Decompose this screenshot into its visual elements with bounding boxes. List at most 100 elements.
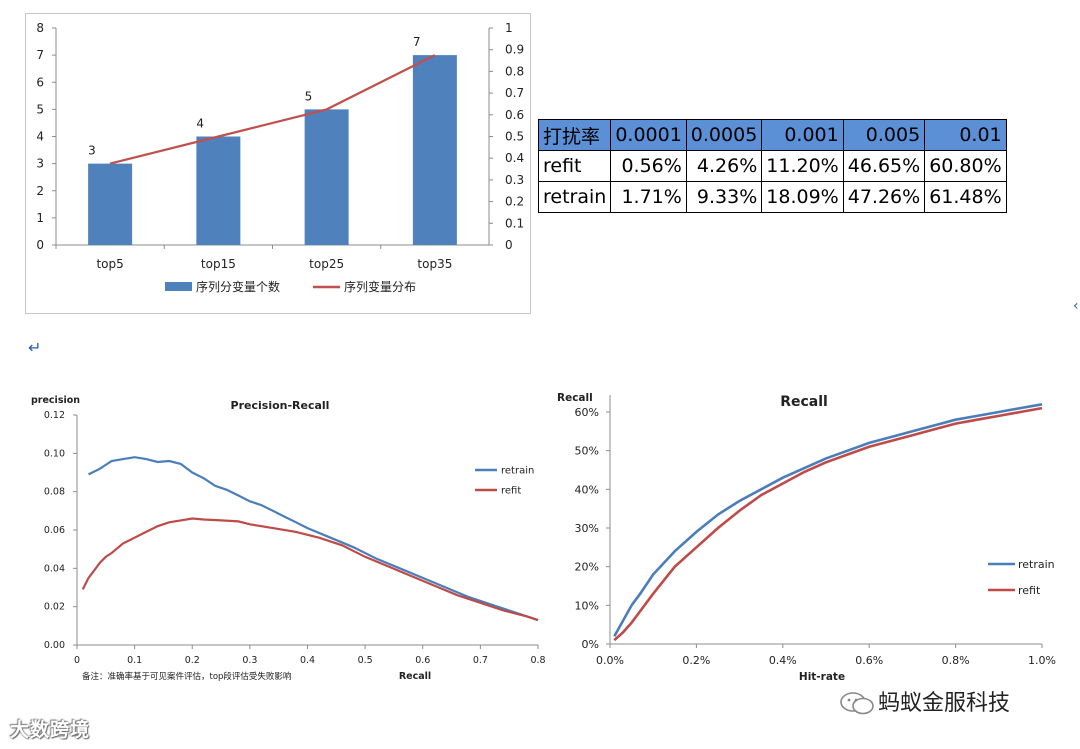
left-y-tick-label: 4 (36, 130, 44, 144)
x-tick-label: 0.6 (415, 655, 430, 666)
table-row-label: refit (537, 150, 612, 182)
table-row: refit 0.56% 4.26% 11.20% 46.65% 60.80% (537, 150, 1007, 182)
y-tick-label: 20% (575, 561, 599, 574)
series-line-distribution (109, 54, 436, 165)
right-y-tick-label: 0.7 (505, 86, 524, 100)
y-tick-label: 50% (575, 445, 599, 458)
legend-label-retrain: retrain (501, 466, 534, 477)
x-axis-title: Recall (399, 671, 431, 682)
x-tick-label: 1.0% (1028, 654, 1056, 667)
watermark-left: 大数跨境 (10, 719, 91, 741)
y-tick-label: 0.08 (44, 487, 65, 498)
y-axis-title: precision (31, 395, 80, 406)
y-tick-label: 0.00 (44, 640, 65, 651)
combo-chart: 0 1 2 3 4 5 6 7 8 0 0.1 0.2 0.3 0.4 0.5 0.6 0.7 0.8 0.9 1 3 t… (36, 21, 524, 294)
right-y-tick-label: 0.3 (505, 173, 524, 187)
x-tick-label: 0 (74, 655, 80, 666)
right-y-tick-label: 0.5 (505, 130, 524, 144)
x-tick-label: 0.5 (358, 655, 373, 666)
table-header-cell: 0.0005 (685, 119, 763, 151)
x-tick-label: 0.4% (769, 654, 797, 667)
table-row-label: retrain (537, 181, 612, 213)
series-line-refit (613, 406, 1043, 642)
edge-symbol: ‹ (1073, 298, 1079, 314)
bar (412, 55, 457, 245)
left-y-tick-label: 6 (36, 75, 44, 89)
y-tick-label: 60% (575, 406, 599, 419)
series-line-retrain (88, 456, 539, 622)
right-y-tick-label: 0 (505, 238, 513, 252)
x-tick-label: 0.3 (242, 655, 257, 666)
x-tick-label: top15 (201, 257, 236, 271)
bar (304, 109, 349, 245)
x-tick-label: 0.6% (855, 654, 883, 667)
table-header-cell: 0.01 (924, 119, 1007, 151)
legend-label-refit: refit (1018, 584, 1041, 597)
chart-title: Precision-Recall (231, 399, 330, 412)
table-header-cell: 0.001 (761, 119, 844, 151)
table-cell: 18.09% (761, 181, 844, 213)
x-tick-label: top5 (96, 257, 123, 271)
y-tick-label: 0.02 (44, 602, 65, 613)
y-tick-label: 30% (575, 522, 599, 535)
x-tick-label: 0.0% (596, 654, 624, 667)
left-y-tick-label: 3 (36, 157, 44, 171)
right-y-tick-label: 0.2 (505, 195, 524, 209)
x-tick-label: top25 (309, 257, 344, 271)
right-y-tick-label: 0.6 (505, 108, 524, 122)
x-tick-label: top35 (417, 257, 452, 271)
y-tick-label: 40% (575, 483, 599, 496)
bar-data-label: 7 (413, 35, 421, 49)
x-tick-label: 0.7 (473, 655, 488, 666)
return-symbol: ↵ (28, 338, 42, 357)
table-cell: 4.26% (685, 150, 763, 182)
y-tick-label: 0.10 (44, 448, 65, 459)
table-cell: 9.33% (685, 181, 763, 213)
x-tick-label: 0.2% (682, 654, 710, 667)
watermark-right: 蚂蚁金服科技 (838, 685, 1010, 717)
bar-data-label: 5 (305, 89, 313, 103)
bar-data-label: 3 (88, 144, 96, 158)
table-cell: 0.56% (610, 150, 687, 182)
table-cell: 61.48% (924, 181, 1007, 213)
legend-label-refit: refit (501, 486, 521, 497)
left-y-tick-label: 8 (36, 21, 44, 35)
left-y-tick-label: 2 (36, 184, 44, 198)
x-tick-label: 0.8 (530, 655, 545, 666)
x-axis-title: Hit-rate (799, 671, 845, 683)
table-cell: 46.65% (842, 150, 926, 182)
legend-label-bar: 序列分变量个数 (196, 279, 280, 294)
series-line-refit (81, 517, 539, 622)
x-tick-label: 0.4 (300, 655, 315, 666)
chart-note: 备注：准确率基于可见案件评估，top段评估受失败影响 (82, 671, 291, 682)
table-row: retrain 1.71% 9.33% 18.09% 47.26% 61.48% (537, 181, 1007, 213)
watermark-right-text: 蚂蚁金服科技 (878, 691, 1011, 716)
x-tick-label: 0.2 (185, 655, 200, 666)
table-cell: 60.80% (924, 150, 1007, 182)
table-cell: 47.26% (842, 181, 926, 213)
right-y-tick-label: 0.1 (505, 216, 524, 230)
recall-chart: 0% 10% 20% 30% 40% 50% 60% 0.0% 0.2% 0.4% 0.6% 0.8%… (557, 392, 1056, 683)
y-tick-label: 10% (575, 599, 599, 612)
left-y-tick-label: 0 (36, 238, 44, 252)
bar (196, 136, 241, 245)
table-header-cell: 0.005 (842, 119, 926, 151)
x-tick-label: 0.8% (942, 654, 970, 667)
right-y-tick-label: 0.4 (505, 151, 524, 165)
table-cell: 11.20% (761, 150, 844, 182)
table-header-cell: 0.0001 (610, 119, 687, 151)
legend-swatch-bar (165, 282, 192, 291)
y-tick-label: 0.12 (44, 410, 65, 421)
x-tick-label: 0.1 (127, 655, 142, 666)
y-tick-label: 0.04 (44, 563, 65, 574)
table-cell: 1.71% (610, 181, 687, 213)
y-axis-title: Recall (557, 392, 593, 404)
right-y-tick-label: 1 (505, 21, 513, 35)
wechat-icon (840, 692, 874, 715)
series-line-retrain (613, 403, 1043, 637)
disturbance-rate-table: 打扰率 0.0001 0.0005 0.001 0.005 0.01 refit… (537, 119, 1007, 213)
chart-title: Recall (780, 394, 828, 410)
left-y-tick-label: 7 (36, 48, 44, 62)
table-header-cell: 打扰率 (537, 119, 612, 151)
legend-label-line: 序列变量分布 (344, 279, 416, 294)
